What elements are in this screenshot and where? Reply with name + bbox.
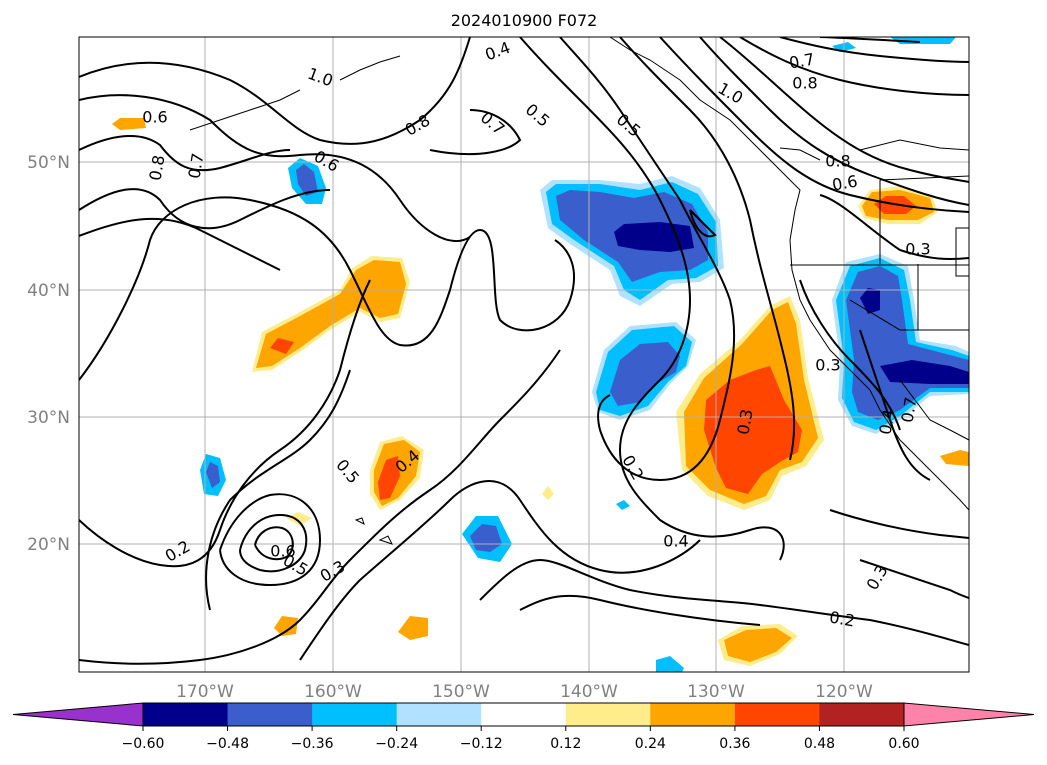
positive-anomaly-region xyxy=(704,366,802,494)
colorbar-label: −0.48 xyxy=(206,736,249,752)
lon-label-130w: 130°W xyxy=(687,682,745,702)
colorbar-label: 0.60 xyxy=(888,736,919,752)
contour-label: 0.7 xyxy=(897,396,920,424)
colorbar-swatch xyxy=(565,703,651,726)
positive-anomaly-region xyxy=(378,456,400,500)
contour-label: 0.7 xyxy=(184,152,207,180)
colorbar-swatch xyxy=(734,703,820,726)
colorbar-swatch xyxy=(143,703,229,726)
contour-label: 0.8 xyxy=(145,154,168,182)
colorbar-label: 0.48 xyxy=(804,736,835,752)
positive-anomaly-region xyxy=(274,616,298,636)
lon-label-140w: 140°W xyxy=(560,682,618,702)
colorbar-label: −0.12 xyxy=(460,736,503,752)
contour-label: 0.6 xyxy=(831,171,859,194)
negative-anomaly-region xyxy=(616,500,630,510)
contour-label: 0.6 xyxy=(142,108,167,127)
positive-anomaly-region xyxy=(398,616,428,640)
negative-anomaly-region xyxy=(206,462,220,488)
colorbar-label: −0.36 xyxy=(291,736,334,752)
lon-label-120w: 120°W xyxy=(815,682,873,702)
contour-label: 0.4 xyxy=(875,408,898,436)
negative-anomaly-region xyxy=(470,524,502,552)
positive-anomaly-region xyxy=(256,260,406,368)
colorbar-swatch xyxy=(227,703,313,726)
negative-anomaly-region xyxy=(656,656,684,672)
colorbar-label: 0.24 xyxy=(635,736,666,752)
negative-anomaly-region xyxy=(296,164,318,196)
lon-label-170w: 170°W xyxy=(176,682,234,702)
colorbar-swatch xyxy=(819,703,905,726)
longitude-labels: 170°W 160°W 150°W 140°W 130°W 120°W xyxy=(176,682,873,702)
colorbar-label: 0.12 xyxy=(550,736,581,752)
positive-anomaly-region xyxy=(270,338,294,354)
contour-label: 0.3 xyxy=(905,240,930,259)
colorbar-label: −0.24 xyxy=(375,736,418,752)
contour-label: 0.3 xyxy=(733,408,756,436)
contour-label: 0.4 xyxy=(663,532,688,551)
graticule xyxy=(79,37,969,672)
colorbar-extend-low xyxy=(12,702,144,727)
colorbar-extend-high xyxy=(903,702,1035,727)
contour-label: 0.8 xyxy=(792,74,817,93)
contour-label: 0.7 xyxy=(788,49,816,72)
positive-anomaly-region xyxy=(112,118,146,130)
map-title: 2024010900 F072 xyxy=(451,11,598,30)
map-frame xyxy=(78,36,970,673)
negative-anomaly-region xyxy=(610,342,680,406)
negative-anomaly-region xyxy=(880,360,969,384)
contour-label: 0.3 xyxy=(815,356,840,375)
lon-label-150w: 150°W xyxy=(432,682,490,702)
colorbar-label: 0.36 xyxy=(719,736,750,752)
map-plot-area: 0.41.00.70.80.60.8 0.70.50.7 0.50.6 0.81.0 0… xyxy=(79,37,969,672)
colorbar-label: −0.60 xyxy=(122,736,165,752)
colorbar-swatch xyxy=(396,703,482,726)
colorbar-frame xyxy=(142,702,905,727)
colorbar-swatch xyxy=(481,703,567,726)
colorbar-swatch xyxy=(650,703,736,726)
positive-anomaly-region xyxy=(542,486,554,500)
lat-label-30n: 30°N xyxy=(27,408,70,428)
contour-label: 0.2 xyxy=(828,607,856,630)
positive-anomaly-region xyxy=(940,450,969,466)
lat-label-50n: 50°N xyxy=(27,153,70,173)
contour-label: 0.8 xyxy=(825,152,850,171)
negative-anomaly-region xyxy=(860,288,880,314)
lat-label-40n: 40°N xyxy=(27,281,70,301)
positive-anomaly-region xyxy=(286,512,312,526)
positive-anomaly-region xyxy=(724,628,792,662)
latitude-labels: 50°N 40°N 30°N 20°N xyxy=(27,153,70,555)
lon-label-160w: 160°W xyxy=(304,682,362,702)
colorbar-swatch xyxy=(312,703,398,726)
colorbar: −0.60 −0.48 −0.36 −0.24 −0.12 0.12 0.24 0.36 0.4… xyxy=(12,702,1035,752)
contour-label: 0.6 xyxy=(270,542,295,561)
coastlines xyxy=(189,37,969,545)
lat-label-20n: 20°N xyxy=(27,535,70,555)
contour-lines xyxy=(79,37,969,665)
